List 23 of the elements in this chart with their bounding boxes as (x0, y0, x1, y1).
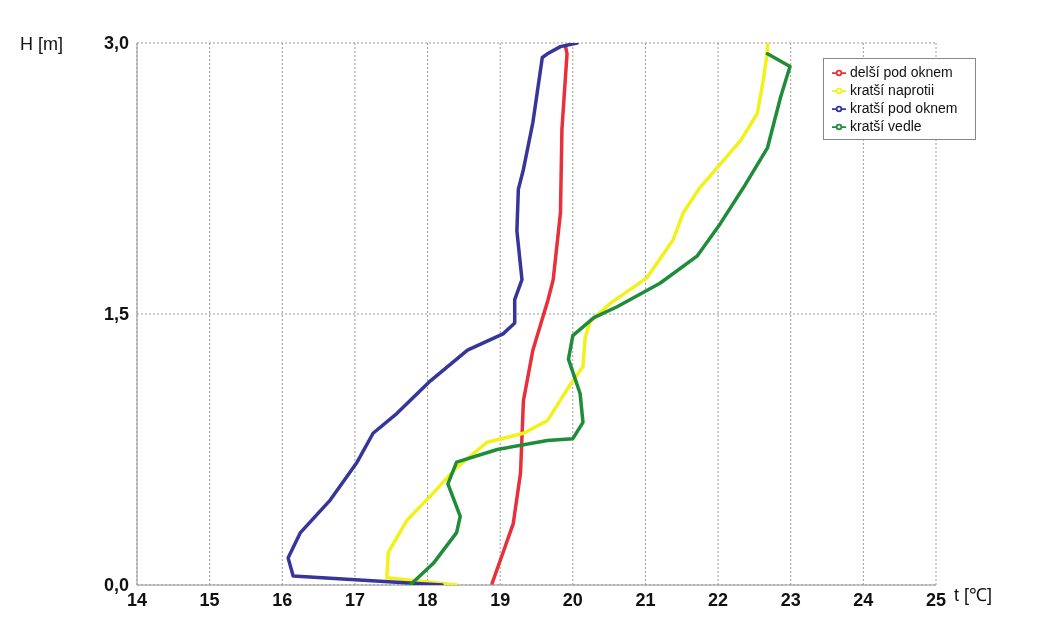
y-tick-label: 3,0 (103, 33, 129, 54)
x-tick-label: 24 (853, 589, 874, 610)
y-tick-label: 0,0 (103, 575, 129, 596)
x-tick-label: 16 (272, 589, 293, 610)
x-tick-label: 18 (417, 589, 438, 610)
x-tick-label: 21 (635, 589, 656, 610)
line-series (286, 43, 579, 585)
y-tick-label: 1,5 (103, 304, 129, 325)
x-tick-label: 20 (562, 589, 583, 610)
x-tick-label: 25 (925, 589, 947, 610)
x-tick-label: 22 (708, 589, 729, 610)
x-tick-label: 23 (780, 589, 801, 610)
x-tick-label: 17 (344, 589, 365, 610)
x-tick-label: 15 (199, 589, 220, 610)
legend-label: kratší vedle (850, 118, 922, 134)
y-axis-title: H [m] (20, 34, 63, 55)
x-tick-label: 14 (126, 589, 148, 610)
x-axis-title: t [℃] (954, 584, 993, 606)
x-tick-label: 19 (490, 589, 511, 610)
legend-label: kratší naprotii (850, 82, 935, 98)
legend-label: delší pod oknem (850, 64, 953, 80)
line-series (490, 44, 569, 585)
legend-label: kratší pod oknem (850, 100, 958, 116)
